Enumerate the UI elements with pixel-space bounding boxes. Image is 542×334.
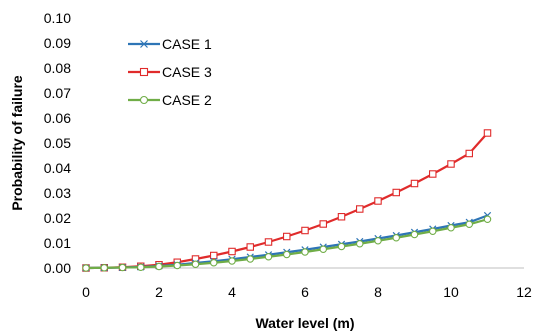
data-point-case-3 [392,188,400,197]
data-point-case-2 [137,263,145,271]
data-point-case-2 [82,264,90,272]
legend-item-case-1: CASE 1 [128,36,212,52]
y-tick-label: 0.00 [44,260,71,276]
data-point-case-2 [100,263,109,272]
data-point-case-3 [319,220,327,228]
y-tick-label: 0.03 [44,185,71,201]
legend-label: CASE 2 [162,92,212,108]
y-tick-label: 0.07 [44,85,71,101]
data-point-case-2 [337,242,346,251]
legend-marker [139,95,149,105]
y-tick-label: 0.04 [44,160,71,176]
data-point-case-3 [410,179,419,188]
series-case-3 [82,129,492,272]
data-point-case-2 [301,248,309,256]
x-tick-label: 12 [516,284,532,300]
x-tick-label: 6 [301,284,309,300]
data-point-case-2 [483,215,492,224]
data-point-case-2 [465,220,473,229]
series-line-case-3 [85,132,489,270]
x-tick-label: 2 [155,284,163,300]
y-tick-label: 0.05 [44,135,71,151]
data-point-case-2 [447,224,455,232]
y-tick-label: 0.10 [44,10,71,26]
data-point-case-2 [392,234,400,242]
y-axis-title: Probability of failure [9,75,25,211]
data-point-case-3 [355,205,364,213]
x-tick-label: 4 [228,284,236,300]
x-tick-label: 0 [82,284,90,300]
data-point-case-3 [246,243,255,251]
data-point-case-3 [337,213,346,221]
data-point-case-3 [428,170,437,178]
y-tick-label: 0.09 [44,35,71,51]
data-point-case-3 [228,247,236,256]
data-point-case-3 [301,226,309,235]
data-point-case-2 [374,237,382,245]
x-axis-ticks: 0 2 4 6 8 10 12 [82,284,532,300]
data-point-case-3 [210,251,218,260]
y-tick-label: 0.06 [44,110,71,126]
series-layer [82,129,492,272]
data-point-case-2 [155,262,163,271]
legend-label: CASE 3 [162,64,212,80]
legend-label: CASE 1 [162,36,212,52]
legend: CASE 1 CASE 3 CASE 2 [128,36,212,108]
data-point-case-2 [228,257,236,265]
data-point-case-3 [282,232,291,241]
data-point-case-3 [264,238,273,246]
data-point-case-2 [173,261,182,270]
data-point-case-3 [483,129,492,137]
legend-marker [139,67,149,77]
series-line-case-2 [85,218,488,270]
x-axis-title: Water level (m) [255,315,354,331]
x-tick-label: 10 [443,284,459,300]
data-point-case-3 [465,149,473,158]
series-case-1 [82,211,492,272]
data-point-case-2 [191,260,200,268]
x-tick-label: 8 [374,284,382,300]
data-point-case-2 [428,227,437,236]
data-point-case-2 [282,250,291,259]
data-point-case-2 [410,230,419,239]
data-point-case-3 [447,160,455,168]
data-point-case-2 [319,245,327,254]
data-point-case-2 [246,255,255,263]
y-tick-label: 0.01 [44,235,71,251]
data-point-case-2 [118,263,127,272]
y-axis-ticks: 0.00 0.01 0.02 0.03 0.04 0.05 0.06 0.07 0.08 0.09… [44,10,71,276]
y-tick-label: 0.02 [44,210,71,226]
data-point-case-3 [374,197,382,205]
data-point-case-2 [210,258,218,267]
data-point-case-2 [264,253,273,261]
data-point-case-2 [355,240,364,248]
legend-item-case-2: CASE 2 [128,92,212,108]
legend-marker [140,40,148,48]
y-tick-label: 0.08 [44,60,71,76]
legend-item-case-3: CASE 3 [128,64,212,80]
series-case-2 [82,215,492,272]
series-line-case-1 [85,214,488,270]
